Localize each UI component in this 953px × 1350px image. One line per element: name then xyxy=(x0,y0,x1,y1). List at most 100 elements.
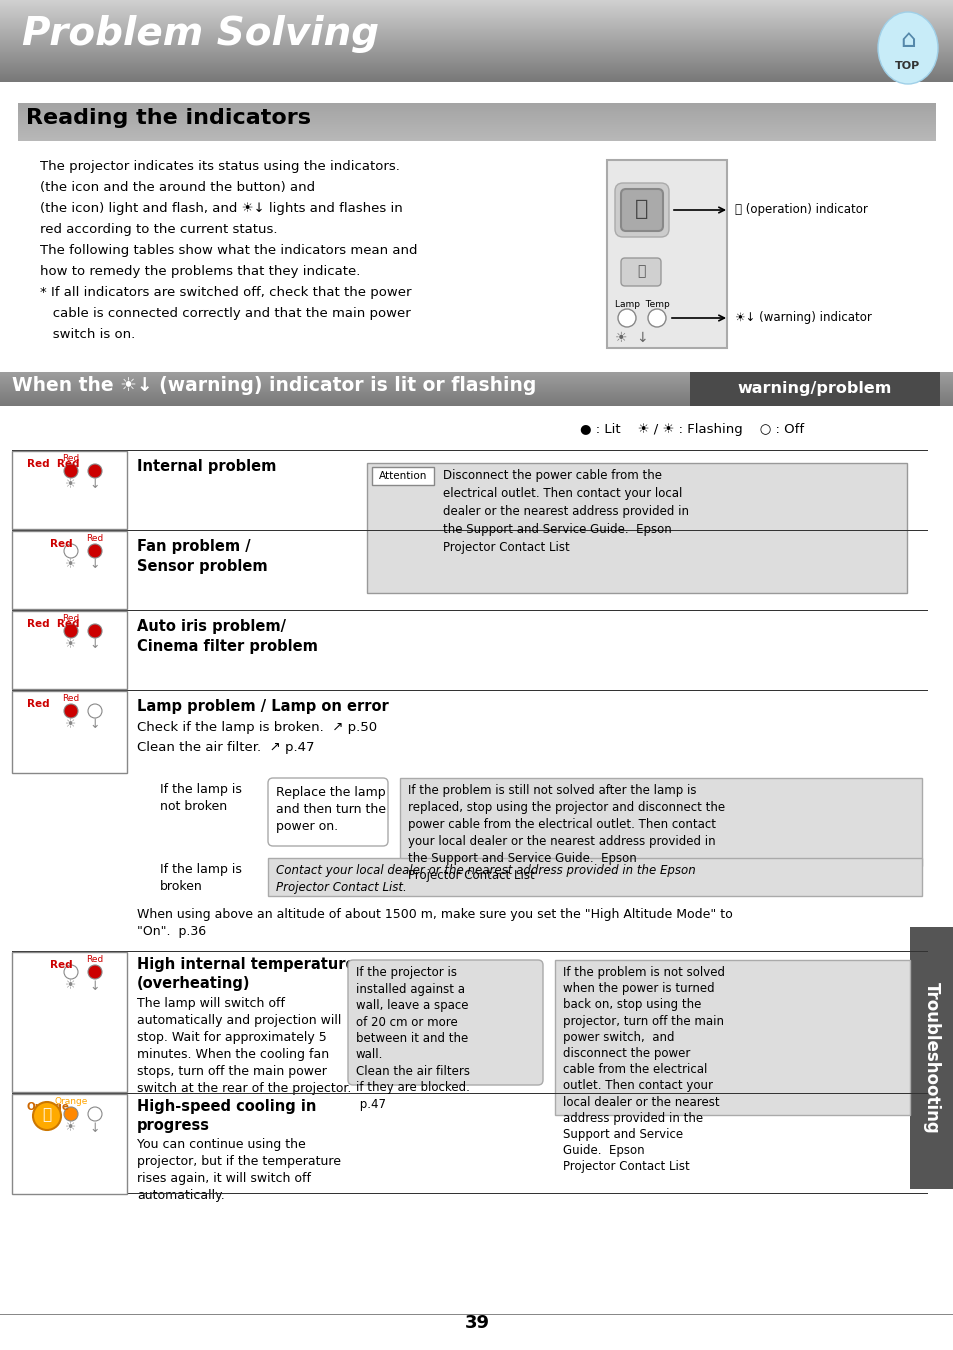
Text: The projector indicates its status using the indicators.: The projector indicates its status using… xyxy=(40,161,399,173)
Text: (the icon and the around the button) and: (the icon and the around the button) and xyxy=(40,181,314,194)
Text: Contact your local dealer or the nearest address provided in the Epson
Projector: Contact your local dealer or the nearest… xyxy=(275,864,695,894)
Bar xyxy=(399,778,921,865)
Text: If the problem is still not solved after the lamp is
replaced, stop using the pr: If the problem is still not solved after… xyxy=(408,784,724,882)
Text: red according to the current status.: red according to the current status. xyxy=(40,223,277,236)
Text: ⌂: ⌂ xyxy=(899,28,915,53)
Text: ↓: ↓ xyxy=(90,639,100,652)
Text: Clean the air filter.  ↗ p.47: Clean the air filter. ↗ p.47 xyxy=(137,741,314,755)
Bar xyxy=(12,529,927,531)
Circle shape xyxy=(88,965,102,979)
Text: Attention: Attention xyxy=(378,471,427,481)
Text: ⏻ (operation) indicator: ⏻ (operation) indicator xyxy=(734,202,867,216)
Bar xyxy=(12,612,127,688)
FancyBboxPatch shape xyxy=(348,960,542,1085)
Circle shape xyxy=(64,703,78,718)
Bar xyxy=(12,609,927,612)
Text: Red  Red: Red Red xyxy=(27,459,79,468)
Text: Orange: Orange xyxy=(54,1098,88,1106)
Text: Red: Red xyxy=(62,694,79,703)
Text: (the icon) light and flash, and ☀↓ lights and flashes in: (the icon) light and flash, and ☀↓ light… xyxy=(40,202,402,215)
Bar xyxy=(12,950,927,952)
Text: ● : Lit    ☀ / ☀ : Flashing    ○ : Off: ● : Lit ☀ / ☀ : Flashing ○ : Off xyxy=(579,424,803,436)
Bar xyxy=(689,373,939,406)
Text: The following tables show what the indicators mean and: The following tables show what the indic… xyxy=(40,244,417,256)
FancyBboxPatch shape xyxy=(620,189,662,231)
Text: ☀: ☀ xyxy=(66,639,76,652)
Text: If the problem is not solved
when the power is turned
back on, stop using the
pr: If the problem is not solved when the po… xyxy=(562,967,724,1173)
Bar xyxy=(12,952,127,1092)
Text: Red: Red xyxy=(27,699,50,709)
FancyBboxPatch shape xyxy=(620,258,660,286)
Text: If the lamp is
broken: If the lamp is broken xyxy=(160,863,242,892)
Text: Troubleshooting: Troubleshooting xyxy=(923,983,940,1134)
Bar xyxy=(12,1192,927,1193)
Bar xyxy=(606,161,726,348)
Text: ☀↓ (warning) indicator: ☀↓ (warning) indicator xyxy=(734,312,871,324)
Bar xyxy=(372,467,434,485)
Text: Problem Solving: Problem Solving xyxy=(22,15,378,53)
Text: 39: 39 xyxy=(464,1314,489,1332)
Circle shape xyxy=(88,1107,102,1120)
Circle shape xyxy=(88,464,102,478)
Text: Lamp  Temp: Lamp Temp xyxy=(615,300,669,309)
Text: Lamp problem / Lamp on error: Lamp problem / Lamp on error xyxy=(137,699,388,714)
Circle shape xyxy=(64,544,78,558)
Text: Red: Red xyxy=(62,454,79,463)
Text: High internal temperature
(overheating): High internal temperature (overheating) xyxy=(137,957,355,991)
Text: Check if the lamp is broken.  ↗ p.50: Check if the lamp is broken. ↗ p.50 xyxy=(137,721,376,734)
Bar xyxy=(555,960,909,1115)
Text: Disconnect the power cable from the
electrical outlet. Then contact your local
d: Disconnect the power cable from the elec… xyxy=(442,468,688,554)
Bar xyxy=(12,531,127,609)
Circle shape xyxy=(64,965,78,979)
Text: cable is connected correctly and that the main power: cable is connected correctly and that th… xyxy=(40,306,411,320)
Text: ↓: ↓ xyxy=(90,718,100,732)
Circle shape xyxy=(618,309,636,327)
Text: Red: Red xyxy=(87,535,104,543)
Text: Internal problem: Internal problem xyxy=(137,459,276,474)
Circle shape xyxy=(64,464,78,478)
Text: ↓: ↓ xyxy=(636,331,647,346)
Text: ⏻: ⏻ xyxy=(42,1107,51,1122)
Text: When using above an altitude of about 1500 m, make sure you set the "High Altitu: When using above an altitude of about 15… xyxy=(137,909,732,938)
Text: Auto iris problem/
Cinema filter problem: Auto iris problem/ Cinema filter problem xyxy=(137,620,317,653)
Bar xyxy=(0,1314,953,1315)
Text: If the projector is
installed against a
wall, leave a space
of 20 cm or more
bet: If the projector is installed against a … xyxy=(355,967,470,1111)
Bar xyxy=(12,450,927,451)
Text: * If all indicators are switched off, check that the power: * If all indicators are switched off, ch… xyxy=(40,286,411,298)
Text: how to remedy the problems that they indicate.: how to remedy the problems that they ind… xyxy=(40,265,360,278)
Text: Orange: Orange xyxy=(27,1102,70,1112)
Text: Red: Red xyxy=(87,954,104,964)
Text: The lamp will switch off
automatically and projection will
stop. Wait for approx: The lamp will switch off automatically a… xyxy=(137,998,351,1095)
Text: warning/problem: warning/problem xyxy=(737,382,891,397)
Text: ↓: ↓ xyxy=(90,559,100,571)
Text: Red: Red xyxy=(62,614,79,622)
Bar xyxy=(12,691,127,774)
Text: High-speed cooling in
progress: High-speed cooling in progress xyxy=(137,1099,316,1133)
Text: ☀: ☀ xyxy=(66,478,76,491)
Circle shape xyxy=(88,544,102,558)
Text: Replace the lamp
and then turn the
power on.: Replace the lamp and then turn the power… xyxy=(275,786,386,833)
FancyBboxPatch shape xyxy=(268,778,388,846)
Text: TOP: TOP xyxy=(895,61,920,72)
Bar xyxy=(12,1092,927,1094)
Text: ☀: ☀ xyxy=(66,1122,76,1134)
Ellipse shape xyxy=(877,12,937,84)
Text: ☀: ☀ xyxy=(614,331,626,346)
Circle shape xyxy=(88,624,102,639)
FancyBboxPatch shape xyxy=(615,184,668,238)
Text: ☀: ☀ xyxy=(66,559,76,571)
Circle shape xyxy=(88,703,102,718)
Text: Red: Red xyxy=(50,960,72,971)
Circle shape xyxy=(33,1102,61,1130)
Text: Red  Red: Red Red xyxy=(27,620,79,629)
Bar xyxy=(12,451,127,529)
Bar xyxy=(268,859,921,896)
Bar xyxy=(909,927,953,1189)
Text: When the ☀↓ (warning) indicator is lit or flashing: When the ☀↓ (warning) indicator is lit o… xyxy=(12,377,536,396)
Text: ↓: ↓ xyxy=(90,478,100,491)
Bar xyxy=(12,690,927,691)
Text: ⏻: ⏻ xyxy=(635,198,648,219)
Circle shape xyxy=(64,1107,78,1120)
Text: switch is on.: switch is on. xyxy=(40,328,135,342)
Text: Reading the indicators: Reading the indicators xyxy=(26,108,311,128)
